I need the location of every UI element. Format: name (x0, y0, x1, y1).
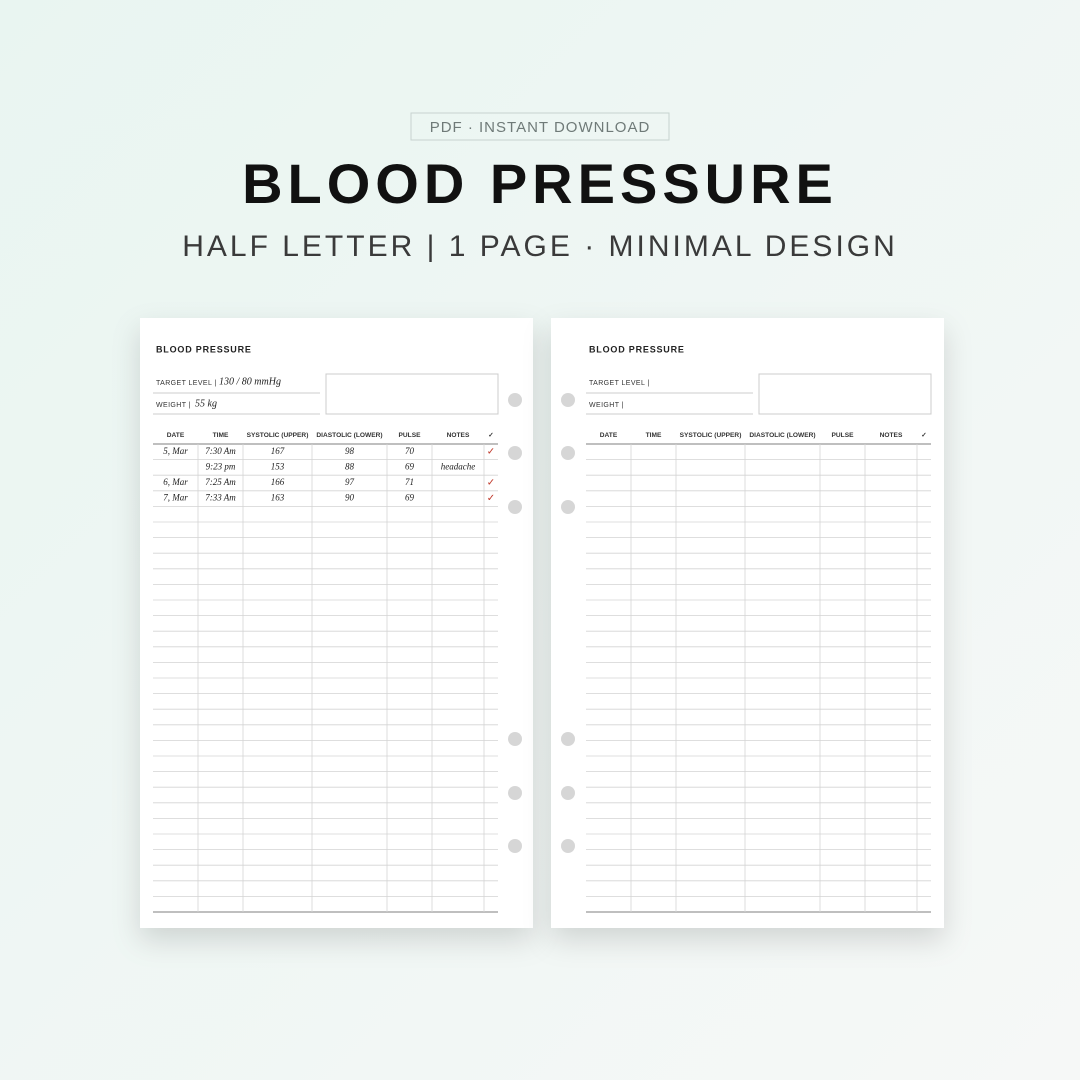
target-value: 130 / 80 mmHg (219, 376, 281, 387)
cell: 7:30 Am (205, 446, 236, 456)
column-header: SYSTOLIC (UPPER) (247, 432, 309, 439)
page-title: BLOOD PRESSURE (589, 344, 685, 354)
cell: headache (441, 461, 475, 471)
column-header: DIASTOLIC (LOWER) (749, 432, 815, 439)
cell: 163 (271, 493, 285, 503)
column-header: DIASTOLIC (LOWER) (316, 432, 382, 439)
badge-box (410, 112, 670, 141)
badge: PDF · INSTANT DOWNLOAD (430, 119, 651, 136)
cell: 71 (405, 477, 414, 487)
subtitle: HALF LETTER | 1 PAGE · MINIMAL DESIGN (182, 230, 898, 263)
planner-page: BLOOD PRESSURE TARGET LEVEL | WEIGHT | DATE… (551, 318, 944, 928)
column-header: SYSTOLIC (UPPER) (680, 432, 742, 439)
binder-hole (561, 393, 575, 407)
cell: 7:33 Am (205, 493, 236, 503)
weight-label: WEIGHT | (156, 402, 191, 409)
cell: 69 (405, 461, 415, 471)
title: BLOOD PRESSURE (242, 152, 838, 215)
binder-hole (561, 446, 575, 460)
binder-hole (508, 446, 522, 460)
column-header: NOTES (447, 432, 470, 439)
column-header: TIME (646, 432, 662, 439)
cell: 70 (405, 446, 415, 456)
cell: 9:23 pm (206, 461, 236, 471)
cell: 98 (345, 446, 355, 456)
binder-hole (508, 786, 522, 800)
cell: 88 (345, 461, 355, 471)
cell: 166 (271, 477, 285, 487)
column-header: ✓ (921, 432, 927, 439)
note-box (325, 373, 499, 415)
binder-hole (508, 839, 522, 853)
binder-hole (561, 839, 575, 853)
column-header: ✓ (488, 432, 494, 439)
check-mark: ✓ (487, 446, 495, 457)
target-label: TARGET LEVEL | (156, 380, 217, 387)
column-header: TIME (213, 432, 229, 439)
binder-hole (508, 732, 522, 746)
binder-hole (561, 732, 575, 746)
check-mark: ✓ (487, 478, 495, 489)
column-header: DATE (167, 432, 185, 439)
cell: 7:25 Am (205, 477, 236, 487)
weight-value: 55 kg (195, 398, 217, 409)
column-header: PULSE (399, 432, 422, 439)
weight-label: WEIGHT | (589, 402, 624, 409)
planner-page: BLOOD PRESSURE TARGET LEVEL | 130 / 80 mmH… (140, 318, 533, 928)
cell: 153 (271, 461, 285, 471)
cell: 69 (405, 493, 415, 503)
paper (140, 318, 533, 928)
target-label: TARGET LEVEL | (589, 380, 650, 387)
binder-hole (561, 786, 575, 800)
binder-hole (508, 393, 522, 407)
note-box (758, 373, 932, 415)
cell: 5, Mar (163, 446, 188, 456)
cell: 90 (345, 493, 355, 503)
cell: 167 (271, 446, 285, 456)
cell: 97 (345, 477, 355, 487)
binder-hole (508, 500, 522, 514)
page-title: BLOOD PRESSURE (156, 344, 252, 354)
cell: 7, Mar (163, 493, 188, 503)
column-header: PULSE (832, 432, 855, 439)
column-header: NOTES (880, 432, 903, 439)
check-mark: ✓ (487, 493, 495, 504)
cell: 6, Mar (163, 477, 188, 487)
binder-hole (561, 500, 575, 514)
paper (551, 318, 944, 928)
column-header: DATE (600, 432, 618, 439)
